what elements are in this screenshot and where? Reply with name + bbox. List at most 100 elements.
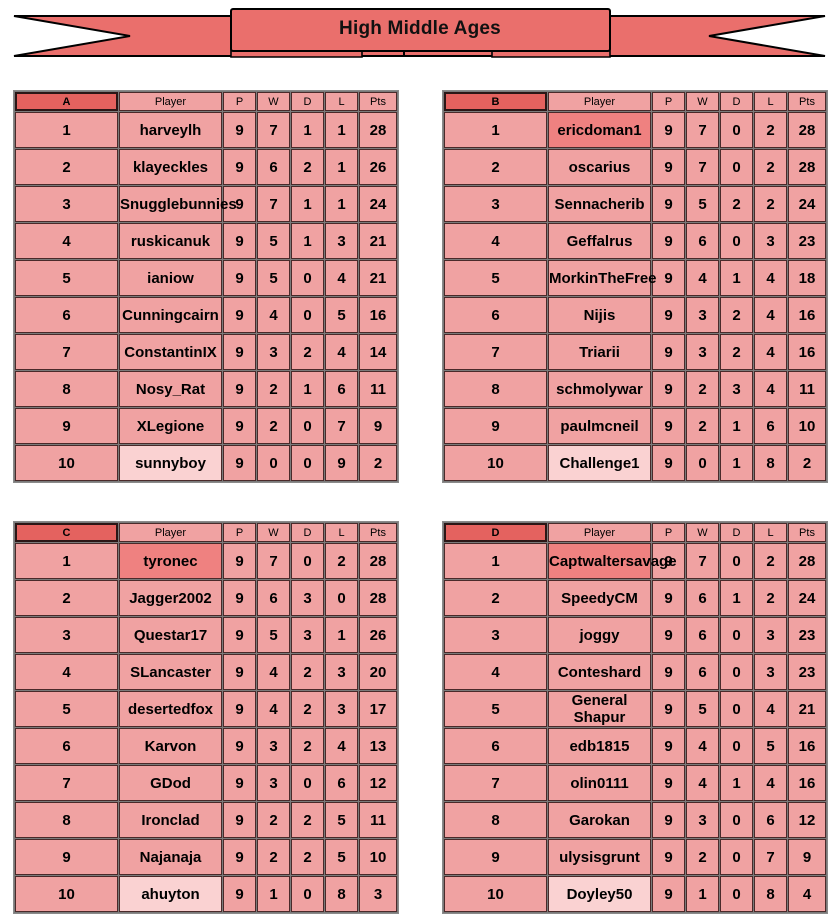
table-header-row: D Player P W D L Pts <box>444 523 826 542</box>
table-row: 1 harveylh 9 7 1 1 28 <box>15 112 397 148</box>
cell-points: 9 <box>788 839 826 875</box>
cell-won: 2 <box>257 408 290 444</box>
cell-played: 9 <box>652 334 685 370</box>
player-name: Challenge1 <box>548 445 651 481</box>
table-row: 9 paulmcneil 9 2 1 6 10 <box>444 408 826 444</box>
table-row: 2 oscarius 9 7 0 2 28 <box>444 149 826 185</box>
cell-played: 9 <box>223 876 256 912</box>
player-name: GDod <box>119 765 222 801</box>
cell-played: 9 <box>223 445 256 481</box>
banner-ribbon-graphic <box>13 8 826 58</box>
cell-lost: 6 <box>325 371 358 407</box>
cell-drawn: 0 <box>720 654 753 690</box>
group-letter-header: A <box>15 92 118 111</box>
cell-played: 9 <box>223 223 256 259</box>
cell-won: 4 <box>686 728 719 764</box>
column-header-w: W <box>686 523 719 542</box>
cell-points: 23 <box>788 223 826 259</box>
cell-lost: 1 <box>325 149 358 185</box>
standings-table-c: C Player P W D L Pts 1 tyronec 9 7 0 2 28 2 Jagger2002 9… <box>13 521 399 914</box>
cell-points: 10 <box>788 408 826 444</box>
table-row: 4 SLancaster 9 4 2 3 20 <box>15 654 397 690</box>
cell-lost: 0 <box>325 580 358 616</box>
cell-lost: 9 <box>325 445 358 481</box>
cell-points: 11 <box>359 802 397 838</box>
row-position: 9 <box>444 839 547 875</box>
cell-played: 9 <box>652 691 685 727</box>
cell-played: 9 <box>223 297 256 333</box>
player-name: ahuyton <box>119 876 222 912</box>
column-header-d: D <box>720 92 753 111</box>
row-position: 3 <box>15 617 118 653</box>
cell-drawn: 1 <box>720 580 753 616</box>
table-row: 10 Challenge1 9 0 1 8 2 <box>444 445 826 481</box>
player-name: Nijis <box>548 297 651 333</box>
player-name: Triarii <box>548 334 651 370</box>
cell-played: 9 <box>652 839 685 875</box>
cell-lost: 3 <box>754 617 787 653</box>
player-name: Conteshard <box>548 654 651 690</box>
cell-points: 12 <box>359 765 397 801</box>
column-header-d: D <box>291 523 324 542</box>
player-name: Jagger2002 <box>119 580 222 616</box>
cell-played: 9 <box>223 149 256 185</box>
cell-points: 28 <box>359 580 397 616</box>
row-position: 1 <box>15 543 118 579</box>
player-name: SpeedyCM <box>548 580 651 616</box>
row-position: 10 <box>15 876 118 912</box>
cell-played: 9 <box>652 728 685 764</box>
player-name: Geffalrus <box>548 223 651 259</box>
row-position: 9 <box>444 408 547 444</box>
column-header-l: L <box>325 523 358 542</box>
row-position: 3 <box>15 186 118 222</box>
player-name: Najanaja <box>119 839 222 875</box>
cell-played: 9 <box>652 445 685 481</box>
group-letter-header: D <box>444 523 547 542</box>
cell-played: 9 <box>223 260 256 296</box>
cell-played: 9 <box>223 691 256 727</box>
player-name: desertedfox <box>119 691 222 727</box>
cell-played: 9 <box>652 149 685 185</box>
player-name: Sennacherib <box>548 186 651 222</box>
player-name: Captwaltersavage <box>548 543 677 579</box>
column-header-pts: Pts <box>359 523 397 542</box>
cell-drawn: 3 <box>720 371 753 407</box>
cell-won: 2 <box>686 408 719 444</box>
cell-drawn: 1 <box>291 112 324 148</box>
cell-drawn: 0 <box>291 445 324 481</box>
cell-played: 9 <box>652 765 685 801</box>
column-header-w: W <box>257 523 290 542</box>
column-header-p: P <box>223 92 256 111</box>
cell-played: 9 <box>223 839 256 875</box>
player-name: Doyley50 <box>548 876 651 912</box>
cell-drawn: 1 <box>291 223 324 259</box>
cell-points: 26 <box>359 617 397 653</box>
column-header-player: Player <box>548 92 651 111</box>
cell-lost: 2 <box>754 580 787 616</box>
cell-won: 4 <box>686 765 719 801</box>
row-position: 7 <box>444 765 547 801</box>
table-row: 8 Ironclad 9 2 2 5 11 <box>15 802 397 838</box>
table-row: 2 klayeckles 9 6 2 1 26 <box>15 149 397 185</box>
cell-played: 9 <box>652 260 685 296</box>
cell-won: 2 <box>257 371 290 407</box>
cell-drawn: 0 <box>720 112 753 148</box>
cell-won: 7 <box>686 543 719 579</box>
row-position: 8 <box>15 802 118 838</box>
cell-points: 3 <box>359 876 397 912</box>
cell-lost: 1 <box>325 186 358 222</box>
cell-played: 9 <box>652 112 685 148</box>
table-row: 4 Conteshard 9 6 0 3 23 <box>444 654 826 690</box>
row-position: 10 <box>444 876 547 912</box>
ribbon-center-plaque <box>230 8 611 52</box>
cell-played: 9 <box>223 371 256 407</box>
cell-points: 4 <box>788 876 826 912</box>
cell-won: 3 <box>686 802 719 838</box>
cell-played: 9 <box>652 297 685 333</box>
cell-lost: 5 <box>325 297 358 333</box>
cell-lost: 2 <box>754 543 787 579</box>
cell-won: 5 <box>257 223 290 259</box>
cell-points: 28 <box>359 543 397 579</box>
cell-drawn: 1 <box>720 765 753 801</box>
cell-won: 3 <box>686 297 719 333</box>
